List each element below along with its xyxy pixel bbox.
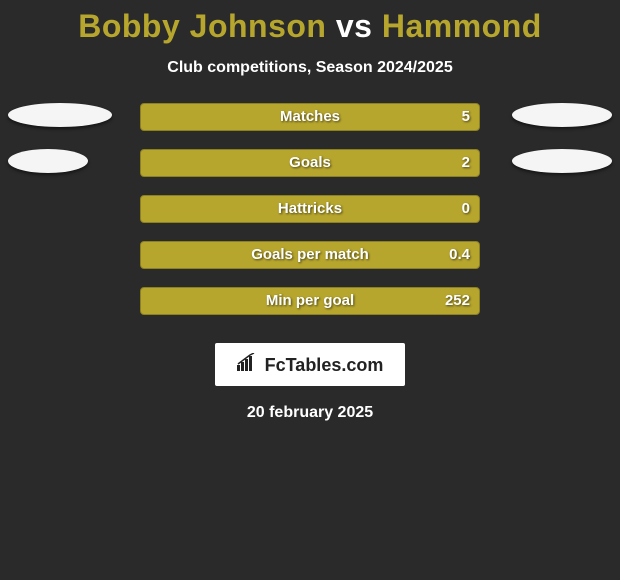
stat-bar-wrap: Goals per match0.4 xyxy=(140,241,480,269)
right-ellipse xyxy=(512,149,612,173)
right-ellipse xyxy=(512,103,612,127)
stat-bar-wrap: Goals2 xyxy=(140,149,480,177)
brand-box[interactable]: FcTables.com xyxy=(215,343,406,386)
stat-row: Goals2 xyxy=(0,149,620,177)
stat-bar-wrap: Hattricks0 xyxy=(140,195,480,223)
left-ellipse xyxy=(8,103,112,127)
stat-row: Goals per match0.4 xyxy=(0,241,620,269)
stat-row: Min per goal252 xyxy=(0,287,620,315)
player1-name: Bobby Johnson xyxy=(78,8,326,44)
stat-rows: Matches5 Goals2 Hattricks0 Goals per match0… xyxy=(0,103,620,315)
stat-bar xyxy=(140,287,480,315)
page-title: Bobby Johnson vs Hammond xyxy=(0,8,620,45)
stat-row: Hattricks0 xyxy=(0,195,620,223)
stat-bar xyxy=(140,241,480,269)
stat-bar xyxy=(140,149,480,177)
vs-word: vs xyxy=(336,8,373,44)
comparison-card: Bobby Johnson vs Hammond Club competitio… xyxy=(0,0,620,580)
stat-bar xyxy=(140,103,480,131)
stat-bar-wrap: Matches5 xyxy=(140,103,480,131)
stat-bar-wrap: Min per goal252 xyxy=(140,287,480,315)
stat-row: Matches5 xyxy=(0,103,620,131)
chart-bar-icon xyxy=(237,353,259,376)
subtitle: Club competitions, Season 2024/2025 xyxy=(0,59,620,77)
player2-name: Hammond xyxy=(382,8,542,44)
date-text: 20 february 2025 xyxy=(0,404,620,422)
brand-text: FcTables.com xyxy=(265,355,384,376)
left-ellipse xyxy=(8,149,88,173)
stat-bar xyxy=(140,195,480,223)
